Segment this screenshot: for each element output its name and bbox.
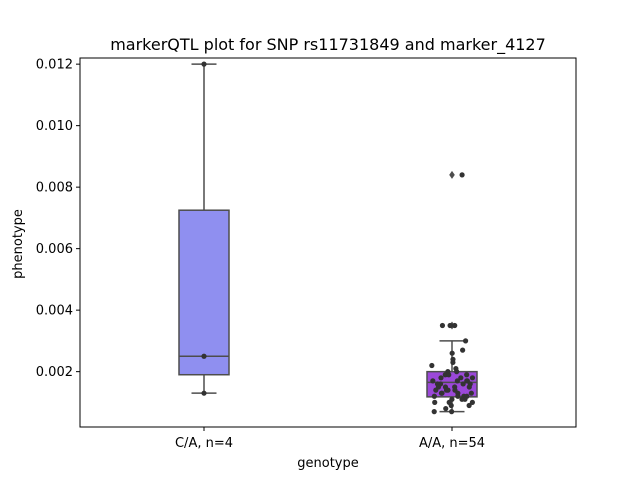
data-point: [459, 396, 465, 402]
data-point: [454, 378, 460, 384]
data-point: [469, 399, 475, 405]
data-point: [448, 402, 454, 409]
data-point: [452, 322, 458, 329]
data-point: [469, 375, 476, 381]
data-point: [201, 390, 207, 396]
box-group: [178, 61, 230, 396]
x-tick-label: A/A, n=54: [419, 436, 485, 451]
y-tick-label: 0.010: [36, 119, 73, 134]
chart-title: markerQTL plot for SNP rs11731849 and ma…: [110, 35, 546, 55]
box: [178, 209, 230, 376]
data-point: [449, 350, 455, 356]
box-group: [426, 170, 478, 415]
outlier-marker: [449, 170, 455, 179]
data-point: [449, 409, 455, 415]
data-point: [431, 409, 437, 415]
data-point: [431, 393, 437, 399]
y-axis-label: phenotype: [11, 209, 26, 279]
data-point: [201, 61, 207, 67]
data-point: [201, 353, 207, 359]
data-point: [460, 347, 466, 353]
data-point: [433, 387, 439, 393]
data-point: [454, 369, 460, 375]
y-tick-label: 0.008: [36, 181, 73, 196]
plot-content: [178, 61, 478, 415]
data-point: [466, 402, 472, 409]
data-point: [446, 372, 452, 378]
data-point: [430, 378, 436, 384]
data-point: [443, 405, 449, 412]
data-point: [458, 375, 464, 381]
data-point: [459, 172, 465, 178]
y-axis: 0.002 0.004 0.006 0.008 0.010 0.012: [36, 58, 80, 380]
data-point: [450, 359, 456, 366]
data-point: [455, 393, 461, 399]
plot-frame: [79, 57, 577, 428]
data-point: [432, 399, 438, 405]
data-point: [439, 322, 446, 329]
y-tick-label: 0.006: [36, 242, 73, 257]
data-point: [464, 372, 470, 378]
x-axis-label: genotype: [297, 456, 358, 471]
y-tick-label: 0.002: [36, 365, 73, 380]
data-point: [445, 387, 451, 393]
x-axis: C/A, n=4 A/A, n=54: [175, 427, 485, 451]
data-point: [464, 378, 470, 384]
data-point: [462, 338, 469, 344]
data-point: [429, 362, 435, 369]
data-point: [466, 384, 472, 390]
x-tick-label: C/A, n=4: [175, 436, 233, 451]
y-tick-label: 0.004: [36, 304, 73, 319]
y-tick-label: 0.012: [36, 58, 73, 73]
data-point: [438, 375, 444, 381]
data-point: [460, 381, 466, 387]
data-point: [468, 390, 474, 396]
data-point: [439, 390, 445, 396]
data-point: [447, 322, 453, 329]
